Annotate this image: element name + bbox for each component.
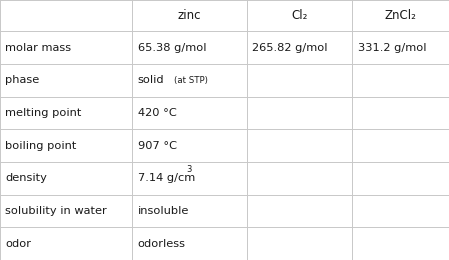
Text: (at STP): (at STP) [174, 76, 207, 85]
Text: 907 °C: 907 °C [138, 141, 177, 151]
Text: boiling point: boiling point [5, 141, 77, 151]
Text: 3: 3 [186, 165, 192, 174]
Text: odorless: odorless [138, 239, 186, 249]
Text: 420 °C: 420 °C [138, 108, 176, 118]
Text: melting point: melting point [5, 108, 82, 118]
Text: 65.38 g/mol: 65.38 g/mol [138, 43, 207, 53]
Text: solid: solid [138, 75, 164, 85]
Text: 7.14 g/cm: 7.14 g/cm [138, 173, 195, 183]
Text: ZnCl₂: ZnCl₂ [385, 9, 417, 22]
Text: solubility in water: solubility in water [5, 206, 107, 216]
Text: molar mass: molar mass [5, 43, 71, 53]
Text: insoluble: insoluble [138, 206, 189, 216]
Text: zinc: zinc [178, 9, 202, 22]
Text: Cl₂: Cl₂ [291, 9, 308, 22]
Text: odor: odor [5, 239, 31, 249]
Text: 331.2 g/mol: 331.2 g/mol [358, 43, 427, 53]
Text: density: density [5, 173, 47, 183]
Text: phase: phase [5, 75, 40, 85]
Text: 265.82 g/mol: 265.82 g/mol [252, 43, 328, 53]
